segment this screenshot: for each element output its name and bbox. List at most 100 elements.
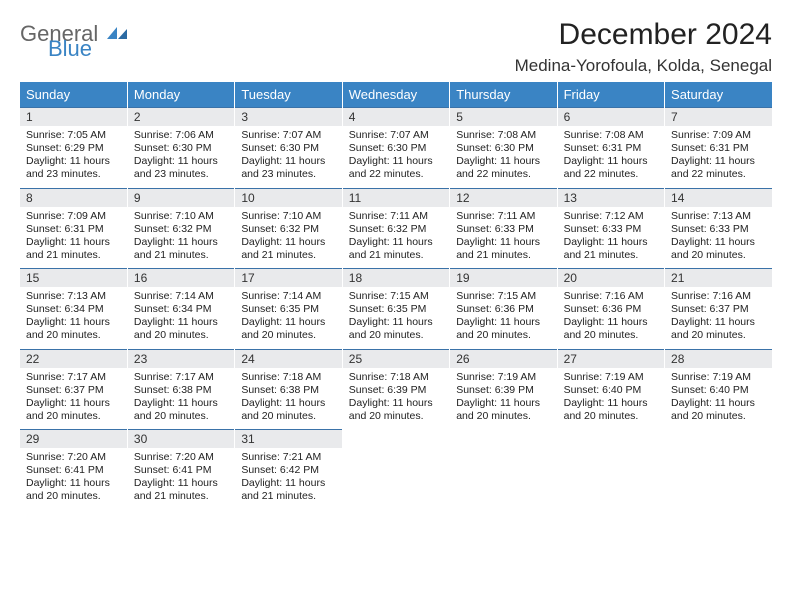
day-number: 4 bbox=[343, 107, 449, 126]
daylight-line: Daylight: 11 hours and 23 minutes. bbox=[241, 155, 325, 180]
day-number: 15 bbox=[20, 268, 127, 287]
day-cell: 8Sunrise: 7:09 AMSunset: 6:31 PMDaylight… bbox=[20, 188, 127, 269]
day-body: Sunrise: 7:10 AMSunset: 6:32 PMDaylight:… bbox=[235, 207, 341, 269]
day-body: Sunrise: 7:16 AMSunset: 6:36 PMDaylight:… bbox=[558, 287, 664, 349]
day-number: 16 bbox=[128, 268, 234, 287]
day-cell bbox=[450, 429, 557, 510]
sunset-line: Sunset: 6:37 PM bbox=[671, 303, 749, 315]
day-cell: 3Sunrise: 7:07 AMSunset: 6:30 PMDaylight… bbox=[235, 107, 342, 188]
day-cell: 5Sunrise: 7:08 AMSunset: 6:30 PMDaylight… bbox=[450, 107, 557, 188]
calendar-body: 1 Sunrise: 7:05 AMSunset: 6:29 PM Daylight… bbox=[20, 107, 772, 510]
sunrise-line: Sunrise: 7:19 AM bbox=[671, 371, 751, 383]
day-cell bbox=[557, 429, 664, 510]
sunrise-line: Sunrise: 7:13 AM bbox=[26, 290, 106, 302]
day-body: Sunrise: 7:08 AMSunset: 6:30 PMDaylight:… bbox=[450, 126, 556, 188]
sunrise-line: Sunrise: 7:06 AM bbox=[134, 129, 214, 141]
day-number: 3 bbox=[235, 107, 341, 126]
day-body: Sunrise: 7:09 AMSunset: 6:31 PMDaylight:… bbox=[20, 207, 127, 269]
day-cell: 14Sunrise: 7:13 AMSunset: 6:33 PMDayligh… bbox=[665, 188, 772, 269]
sunrise-line: Sunrise: 7:17 AM bbox=[26, 371, 106, 383]
sunset-line: Sunset: 6:38 PM bbox=[134, 384, 212, 396]
daylight-line: Daylight: 11 hours and 20 minutes. bbox=[671, 236, 755, 261]
sunrise-line: Sunrise: 7:21 AM bbox=[241, 451, 321, 463]
day-body: Sunrise: 7:07 AMSunset: 6:30 PMDaylight:… bbox=[343, 126, 449, 188]
day-number: 17 bbox=[235, 268, 341, 287]
daylight-line: Daylight: 11 hours and 23 minutes. bbox=[134, 155, 218, 180]
day-number: 24 bbox=[235, 349, 341, 368]
sunset-line: Sunset: 6:30 PM bbox=[349, 142, 427, 154]
logo: General Blue bbox=[20, 24, 129, 60]
day-body: Sunrise: 7:10 AMSunset: 6:32 PMDaylight:… bbox=[128, 207, 234, 269]
sunrise-line: Sunrise: 7:20 AM bbox=[134, 451, 214, 463]
day-body: Sunrise: 7:14 AMSunset: 6:34 PMDaylight:… bbox=[128, 287, 234, 349]
day-number: 30 bbox=[128, 429, 234, 448]
week-row: 15Sunrise: 7:13 AMSunset: 6:34 PMDayligh… bbox=[20, 268, 772, 349]
daylight-line: Daylight: 11 hours and 20 minutes. bbox=[564, 316, 648, 341]
day-header-cell: Saturday bbox=[665, 82, 772, 107]
week-row: 22 Sunrise: 7:17 AMSunset: 6:37 PM Dayligh… bbox=[20, 349, 772, 430]
day-number: 6 bbox=[558, 107, 664, 126]
day-cell: 4Sunrise: 7:07 AMSunset: 6:30 PMDaylight… bbox=[342, 107, 449, 188]
sunset-line: Sunset: 6:32 PM bbox=[241, 223, 319, 235]
day-cell: 15Sunrise: 7:13 AMSunset: 6:34 PMDayligh… bbox=[20, 268, 127, 349]
sunset-line: Sunset: 6:39 PM bbox=[349, 384, 427, 396]
sunrise-line: Sunrise: 7:12 AM bbox=[564, 210, 644, 222]
sunset-line: Sunset: 6:33 PM bbox=[456, 223, 534, 235]
sunrise-line: Sunrise: 7:05 AM bbox=[26, 129, 106, 141]
day-cell: 12Sunrise: 7:11 AMSunset: 6:33 PMDayligh… bbox=[450, 188, 557, 269]
sunrise-line: Sunrise: 7:20 AM bbox=[26, 451, 106, 463]
logo-text: General Blue bbox=[20, 24, 129, 60]
header: General Blue December 2024 Medina-Yorofo… bbox=[20, 18, 772, 76]
day-number: 22 bbox=[20, 349, 127, 368]
sunrise-line: Sunrise: 7:10 AM bbox=[241, 210, 321, 222]
sunrise-line: Sunrise: 7:11 AM bbox=[349, 210, 428, 222]
day-body: Sunrise: 7:13 AMSunset: 6:33 PMDaylight:… bbox=[665, 207, 772, 269]
sunset-line: Sunset: 6:42 PM bbox=[241, 464, 319, 476]
daylight-line: Daylight: 11 hours and 22 minutes. bbox=[564, 155, 648, 180]
sunset-line: Sunset: 6:31 PM bbox=[26, 223, 104, 235]
daylight-line: Daylight: 11 hours and 20 minutes. bbox=[456, 316, 540, 341]
sunset-line: Sunset: 6:29 PM bbox=[26, 142, 104, 154]
day-number: 7 bbox=[665, 107, 772, 126]
day-cell: 29Sunrise: 7:20 AMSunset: 6:41 PMDayligh… bbox=[20, 429, 127, 510]
sunset-line: Sunset: 6:30 PM bbox=[456, 142, 534, 154]
day-cell: 21Sunrise: 7:16 AMSunset: 6:37 PMDayligh… bbox=[665, 268, 772, 349]
sunset-line: Sunset: 6:40 PM bbox=[564, 384, 642, 396]
day-body: Sunrise: 7:12 AMSunset: 6:33 PMDaylight:… bbox=[558, 207, 664, 269]
day-header-cell: Wednesday bbox=[342, 82, 449, 107]
daylight-line: Daylight: 11 hours and 20 minutes. bbox=[456, 397, 540, 422]
day-number: 25 bbox=[343, 349, 449, 368]
sunset-line: Sunset: 6:37 PM bbox=[26, 384, 104, 396]
daylight-line: Daylight: 11 hours and 22 minutes. bbox=[349, 155, 433, 180]
sunset-line: Sunset: 6:35 PM bbox=[349, 303, 427, 315]
sunrise-line: Sunrise: 7:15 AM bbox=[456, 290, 536, 302]
day-cell: 18Sunrise: 7:15 AMSunset: 6:35 PMDayligh… bbox=[342, 268, 449, 349]
day-cell bbox=[665, 429, 772, 510]
sunrise-line: Sunrise: 7:16 AM bbox=[671, 290, 751, 302]
day-number: 1 bbox=[20, 107, 127, 126]
sunrise-line: Sunrise: 7:18 AM bbox=[349, 371, 429, 383]
day-number: 18 bbox=[343, 268, 449, 287]
day-number: 28 bbox=[665, 349, 772, 368]
sunrise-line: Sunrise: 7:11 AM bbox=[456, 210, 535, 222]
sunrise-line: Sunrise: 7:19 AM bbox=[564, 371, 644, 383]
daylight-line: Daylight: 11 hours and 20 minutes. bbox=[349, 316, 433, 341]
logo-text-blue: Blue bbox=[48, 39, 129, 60]
day-number: 27 bbox=[558, 349, 664, 368]
daylight-line: Daylight: 11 hours and 20 minutes. bbox=[241, 397, 325, 422]
day-body: Sunrise: 7:19 AMSunset: 6:39 PMDaylight:… bbox=[450, 368, 556, 430]
sunrise-line: Sunrise: 7:14 AM bbox=[134, 290, 214, 302]
week-row: 8Sunrise: 7:09 AMSunset: 6:31 PMDaylight… bbox=[20, 188, 772, 269]
day-cell: 13Sunrise: 7:12 AMSunset: 6:33 PMDayligh… bbox=[557, 188, 664, 269]
day-cell: 28Sunrise: 7:19 AMSunset: 6:40 PMDayligh… bbox=[665, 349, 772, 430]
day-cell: 11Sunrise: 7:11 AMSunset: 6:32 PMDayligh… bbox=[342, 188, 449, 269]
daylight-line: Daylight: 11 hours and 20 minutes. bbox=[671, 316, 755, 341]
page-title: December 2024 bbox=[515, 18, 772, 52]
day-number: 20 bbox=[558, 268, 664, 287]
sunset-line: Sunset: 6:39 PM bbox=[456, 384, 534, 396]
daylight-line: Daylight: 11 hours and 21 minutes. bbox=[241, 236, 325, 261]
day-cell: 31Sunrise: 7:21 AMSunset: 6:42 PMDayligh… bbox=[235, 429, 342, 510]
day-cell: 22Sunrise: 7:17 AMSunset: 6:37 PMDayligh… bbox=[20, 349, 127, 430]
day-cell: 6Sunrise: 7:08 AMSunset: 6:31 PMDaylight… bbox=[557, 107, 664, 188]
week-row: 1 Sunrise: 7:05 AMSunset: 6:29 PM Daylight… bbox=[20, 107, 772, 188]
